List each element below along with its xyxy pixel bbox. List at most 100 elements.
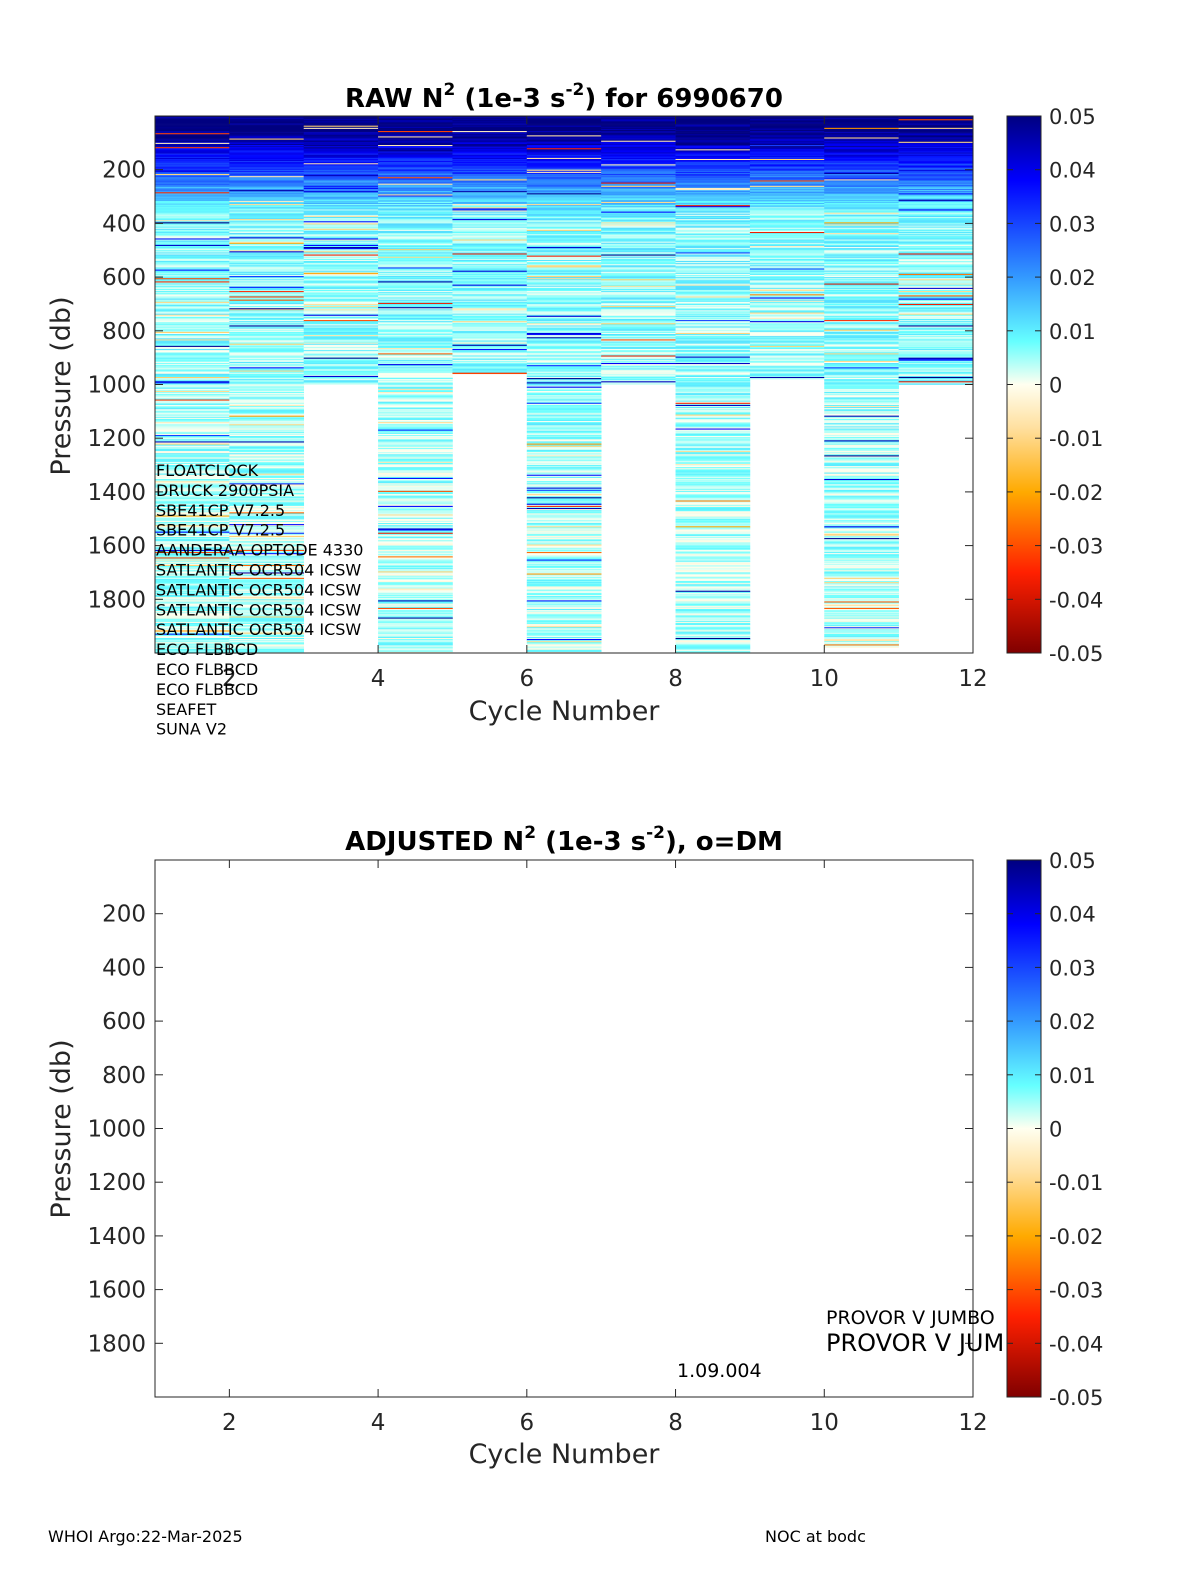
n2-cell: [229, 541, 305, 543]
n2-cell: [824, 635, 899, 638]
n2-cell: [155, 372, 230, 375]
n2-cell: [155, 233, 230, 235]
n2-cell: [378, 547, 453, 550]
n2-cell: [378, 162, 453, 164]
n2-cell: [526, 533, 602, 536]
n2-cell: [378, 169, 453, 172]
y-tick-label: 1400: [87, 480, 146, 506]
n2-cell: [601, 231, 676, 234]
n2-cell: [155, 612, 230, 614]
n2-cell: [303, 287, 379, 290]
n2-cell: [898, 303, 973, 306]
n2-cell: [378, 213, 453, 216]
n2-cell: [303, 202, 379, 205]
n2-cell: [303, 252, 379, 254]
n2-cell: [526, 571, 602, 573]
n2-cell: [378, 343, 453, 346]
n2-cell: [601, 193, 676, 195]
n2-cell: [824, 342, 899, 344]
n2-cell: [378, 301, 453, 304]
n2-cell: [749, 201, 825, 204]
n2-cell: [898, 251, 973, 253]
n2-cell: [155, 260, 230, 263]
n2-cell: [675, 204, 751, 206]
n2-cell: [452, 214, 528, 217]
n2-cell: [526, 524, 602, 526]
n2-cell: [155, 632, 230, 634]
n2-cell: [601, 119, 676, 121]
n2-cell: [898, 118, 973, 120]
n2-cell: [378, 407, 453, 409]
n2-cell: [303, 346, 379, 349]
n2-cell: [749, 337, 825, 339]
n2-cell: [452, 132, 528, 134]
n2-cell: [303, 334, 379, 336]
n2-cell: [675, 425, 751, 427]
n2-cell: [378, 437, 453, 439]
n2-cell: [229, 584, 305, 586]
n2-cell: [229, 452, 305, 454]
n2-cell: [898, 186, 973, 189]
n2-cell: [824, 200, 899, 203]
n2-cell: [898, 244, 973, 247]
n2-cell: [675, 121, 751, 123]
n2-cell: [526, 160, 602, 162]
n2-cell: [898, 146, 973, 148]
n2-cell: [229, 577, 305, 580]
n2-cell: [155, 410, 230, 412]
n2-cell: [675, 572, 751, 574]
n2-cell: [229, 308, 305, 310]
n2-cell: [155, 651, 230, 653]
n2-cell: [749, 139, 825, 142]
n2-cell: [824, 250, 899, 252]
n2-cell: [378, 218, 453, 220]
n2-cell: [155, 208, 230, 210]
n2-cell: [824, 266, 899, 268]
n2-cell: [378, 227, 453, 230]
n2-cell: [452, 234, 528, 236]
n2-cell: [824, 612, 899, 614]
n2-cell: [749, 210, 825, 212]
n2-cell: [898, 211, 973, 213]
n2-cell: [601, 141, 676, 144]
n2-cell: [824, 363, 899, 365]
n2-cell: [303, 150, 379, 152]
n2-cell: [378, 289, 453, 292]
n2-cell: [749, 198, 825, 201]
n2-cell: [526, 354, 602, 356]
n2-cell: [229, 278, 305, 280]
n2-cell: [675, 126, 751, 129]
n2-cell: [601, 177, 676, 179]
n2-cell: [378, 491, 453, 494]
n2-cell: [378, 139, 453, 142]
n2-cell: [601, 183, 676, 186]
n2-cell: [303, 187, 379, 190]
n2-cell: [378, 306, 453, 308]
n2-cell: [155, 384, 230, 386]
n2-cell: [898, 336, 973, 338]
raw-x-ticks: 2 4 6 8 10 12: [222, 116, 988, 692]
n2-cell: [601, 233, 676, 235]
n2-cell: [824, 421, 899, 423]
n2-cell: [378, 355, 453, 357]
x-tick-label: 12: [958, 666, 987, 692]
n2-cell: [303, 185, 379, 188]
n2-cell: [526, 247, 602, 249]
n2-cell: [229, 139, 305, 142]
n2-cell: [601, 259, 676, 262]
n2-cell: [452, 344, 528, 347]
n2-cell: [526, 543, 602, 545]
n2-cell: [229, 450, 305, 452]
n2-cell: [824, 279, 899, 281]
n2-cell: [601, 242, 676, 245]
n2-cell: [526, 529, 602, 531]
n2-cell: [749, 165, 825, 167]
n2-cell: [229, 396, 305, 398]
n2-cell: [898, 221, 973, 223]
n2-cell: [526, 534, 602, 537]
n2-cell: [229, 254, 305, 256]
n2-cell: [824, 187, 899, 190]
n2-cell: [749, 322, 825, 324]
n2-cell: [601, 202, 676, 205]
n2-cell: [824, 596, 899, 598]
